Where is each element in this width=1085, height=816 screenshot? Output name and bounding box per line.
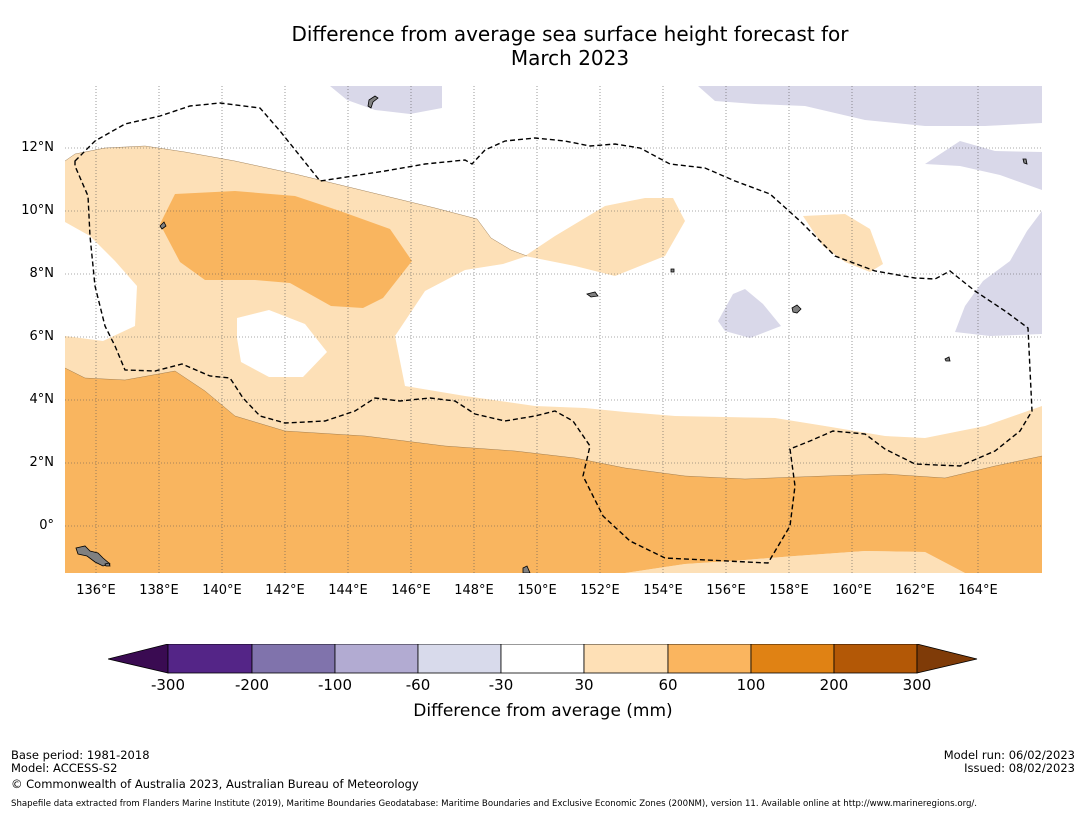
- colorbar-tick-label: -300: [150, 676, 186, 694]
- medium-orange-south-band: [65, 368, 1042, 573]
- colorbar-tick-label: 300: [902, 676, 932, 694]
- colorbar-swatch: [500, 644, 585, 674]
- colorbar-swatch: [667, 644, 752, 674]
- colorbar-extend-low: [108, 644, 169, 674]
- chart-title-line-1: Difference from average sea surface heig…: [291, 22, 849, 46]
- colorbar: [108, 644, 978, 674]
- chart-title-line-2: March 2023: [510, 46, 630, 70]
- x-tick-label: 148°E: [454, 583, 494, 598]
- colorbar-swatch: [167, 644, 253, 674]
- lavender-patch-northeast: [698, 86, 1042, 126]
- gridlines: [65, 86, 1042, 573]
- y-tick-label: 12°N: [21, 140, 54, 155]
- colorbar-tick-label: 100: [736, 676, 766, 694]
- neutral-hole-center-west: [237, 310, 327, 377]
- base-period-text: Base period: 1981-2018: [11, 748, 150, 762]
- land-features: [75, 95, 1028, 573]
- atoll-2: [1022, 158, 1028, 165]
- y-tick-label: 4°N: [29, 392, 55, 407]
- x-tick-label: 154°E: [643, 583, 683, 598]
- sea-height-map: [65, 86, 1042, 573]
- x-tick-label: 162°E: [895, 583, 935, 598]
- colorbar-tick-label: -200: [234, 676, 270, 694]
- lavender-patch-north-center: [330, 86, 442, 114]
- lavender-patch-east-edge: [955, 211, 1042, 336]
- colorbar-tick-label: 200: [819, 676, 849, 694]
- x-tick-label: 136°E: [76, 583, 116, 598]
- island-kosrae: [944, 356, 951, 362]
- x-tick-label: 138°E: [139, 583, 179, 598]
- island-papua-west: [75, 545, 111, 567]
- light-orange-east-lobe: [803, 214, 883, 272]
- x-tick-label: 164°E: [958, 583, 998, 598]
- island-guam: [367, 95, 379, 109]
- lavender-patch-east: [925, 141, 1042, 190]
- island-pohnpei: [791, 304, 802, 314]
- colorbar-tick-label: 30: [574, 676, 594, 694]
- x-tick-label: 150°E: [517, 583, 557, 598]
- x-tick-label: 156°E: [706, 583, 746, 598]
- colorbar-swatch: [417, 644, 502, 674]
- y-tick-label: 8°N: [29, 266, 55, 281]
- light-orange-center-lobe: [525, 198, 685, 276]
- negative-anomaly-patches: [330, 86, 1042, 338]
- x-tick-label: 158°E: [769, 583, 809, 598]
- medium-positive-anomaly: [65, 191, 1042, 573]
- shapefile-credit: Shapefile data extracted from Flanders M…: [11, 799, 978, 809]
- eez-boundary: [74, 102, 1033, 564]
- medium-orange-north-patch: [160, 191, 412, 308]
- light-orange-bottom-strip: [625, 551, 965, 573]
- island-manus: [522, 565, 531, 573]
- x-tick-label: 140°E: [202, 583, 242, 598]
- colorbar-extend-high: [916, 644, 978, 674]
- contour-medium-north: [65, 367, 1042, 480]
- colorbar-tick-label: 60: [658, 676, 678, 694]
- model-run-text: Model run: 06/02/2023: [943, 748, 1075, 762]
- y-tick-label: 0°: [39, 518, 54, 533]
- x-tick-label: 160°E: [832, 583, 872, 598]
- colorbar-swatch: [750, 644, 835, 674]
- neutral-hole-west: [65, 222, 137, 341]
- colorbar-tick-label: -100: [317, 676, 353, 694]
- copyright-text: © Commonwealth of Australia 2023, Austra…: [11, 777, 419, 791]
- atoll-3: [104, 562, 111, 567]
- x-tick-label: 146°E: [391, 583, 431, 598]
- colorbar-swatch: [583, 644, 669, 674]
- island-chuuk: [586, 291, 599, 298]
- colorbar-swatch: [334, 644, 419, 674]
- colorbar-swatch: [833, 644, 918, 674]
- colorbar-tick-label: -30: [488, 676, 514, 694]
- x-tick-label: 144°E: [328, 583, 368, 598]
- model-text: Model: ACCESS-S2: [11, 761, 118, 775]
- atoll-1: [670, 268, 675, 273]
- x-tick-label: 152°E: [580, 583, 620, 598]
- y-tick-label: 10°N: [21, 203, 54, 218]
- island-palau: [159, 221, 167, 230]
- chart-title: Difference from average sea surface heig…: [0, 22, 1085, 70]
- colorbar-tick-label: -60: [405, 676, 431, 694]
- x-tick-label: 142°E: [265, 583, 305, 598]
- lavender-patch-center-east: [718, 289, 781, 338]
- colorbar-label: Difference from average (mm): [413, 701, 673, 721]
- colorbar-swatch: [251, 644, 336, 674]
- issued-text: Issued: 08/02/2023: [964, 761, 1075, 775]
- y-tick-label: 2°N: [29, 455, 55, 470]
- map-panel: [65, 86, 1042, 573]
- y-tick-label: 6°N: [29, 329, 55, 344]
